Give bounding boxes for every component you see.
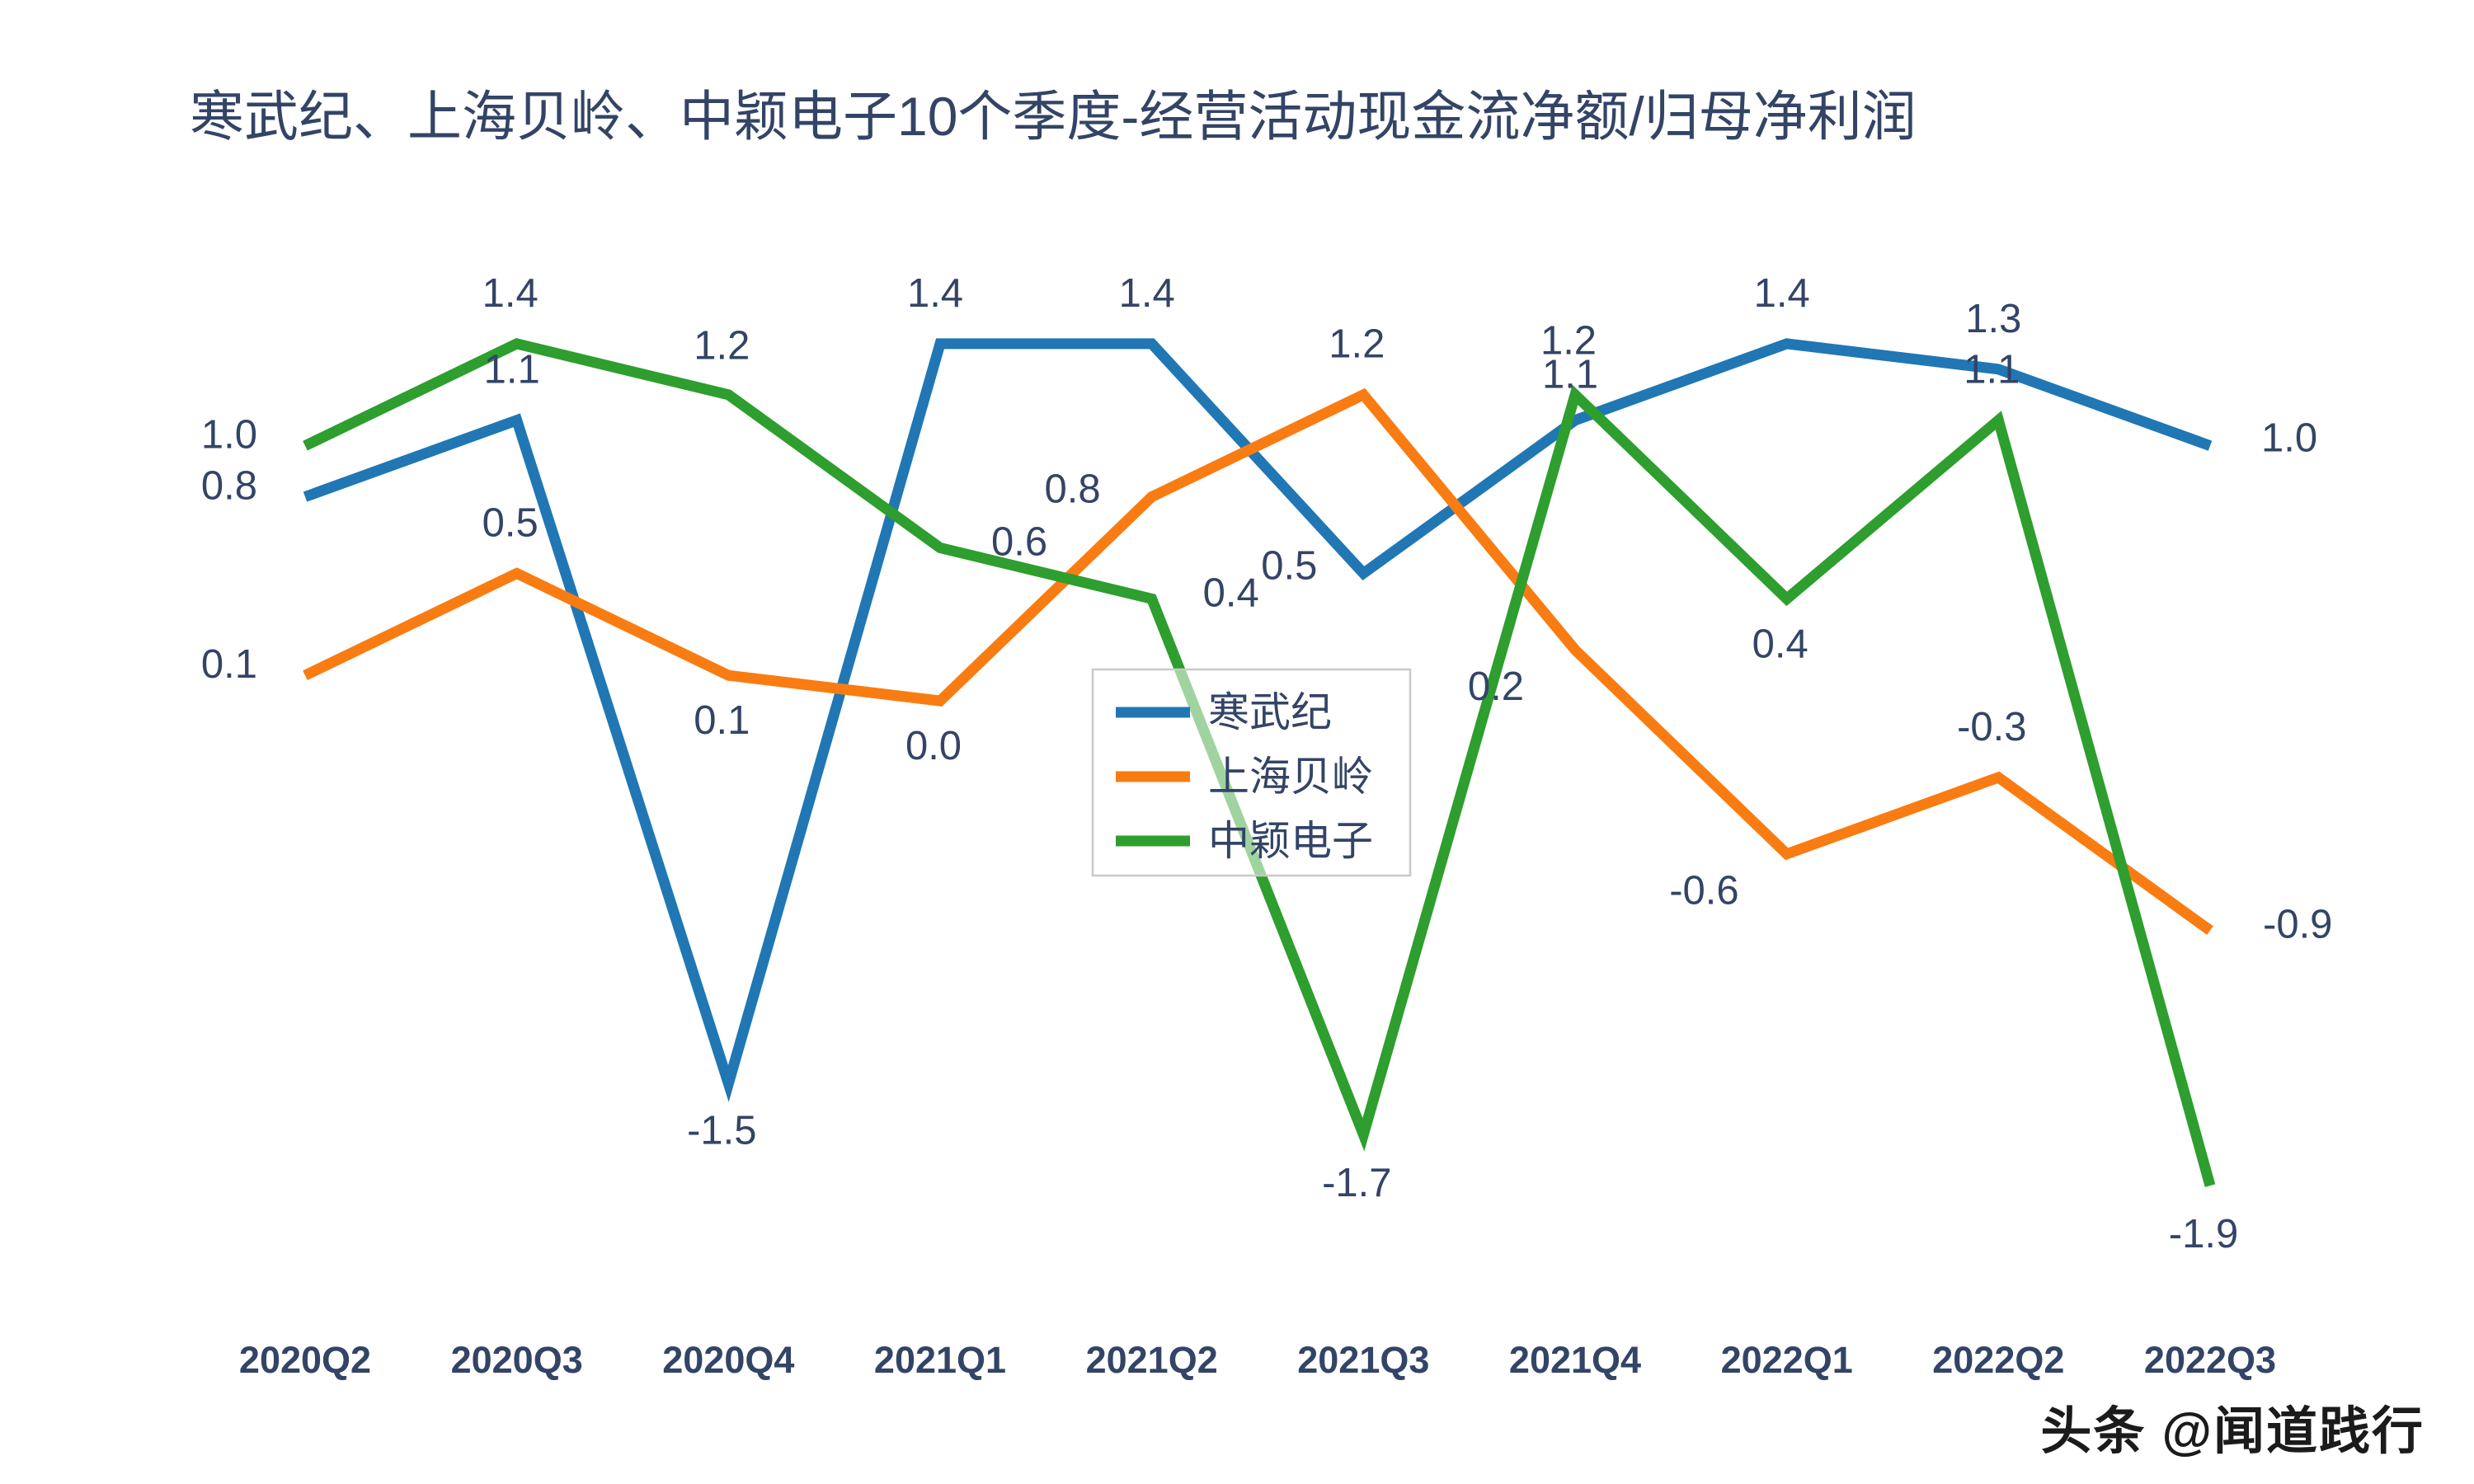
legend-label-寒武纪[interactable]: 寒武纪 [1208,689,1332,735]
x-axis-label: 2021Q2 [1086,1339,1218,1381]
data-label: -0.6 [1669,869,1738,913]
data-label: -1.5 [687,1108,756,1153]
data-label: -1.9 [2169,1212,2238,1256]
legend-label-中颖电子[interactable]: 中颖电子 [1208,818,1373,864]
data-label: 0.0 [905,724,962,768]
data-label: -0.9 [2263,903,2332,947]
data-label: 0.8 [201,464,257,509]
data-label: 0.5 [482,500,539,545]
data-label: 0.2 [1468,665,1524,709]
data-label: 1.0 [2261,416,2317,461]
data-label: 1.0 [201,413,257,458]
x-axis-label: 2020Q2 [239,1339,371,1381]
data-label: -0.3 [1957,705,2026,749]
x-axis-label: 2022Q3 [2144,1339,2276,1381]
data-label: 1.1 [484,348,540,392]
chart-title: 寒武纪、上海贝岭、中颖电子10个季度-经营活动现金流净额/归母净利润 [190,86,1917,147]
legend-label-上海贝岭[interactable]: 上海贝岭 [1208,754,1373,800]
x-axis-tick-labels: 2020Q2 2020Q3 2020Q4 2021Q1 2021Q2 2021Q3 2021… [239,1339,2276,1381]
data-label: 1.1 [1542,353,1598,397]
watermark: 头条 @闻道践行 [2040,1403,2425,1460]
x-axis-label: 2022Q1 [1721,1339,1853,1381]
data-label: 1.2 [694,324,750,369]
data-label: 1.3 [1965,297,2021,341]
series-line-寒武纪 [303,338,2213,1102]
x-axis-label: 2021Q1 [874,1339,1006,1381]
data-label: 0.1 [201,642,257,687]
data-label: -1.7 [1322,1161,1391,1205]
data-label: 0.6 [991,519,1047,564]
data-label-layer: 0.8 1.1 -1.5 1.4 1.4 0.5 1.1 1.4 1.3 1.0 0.1 0.5 0.1… [201,271,2333,1256]
data-label: 1.4 [482,271,539,316]
x-axis-label: 2022Q2 [1932,1339,2064,1381]
data-label: 1.4 [907,271,963,316]
series-line-上海贝岭 [303,387,2213,935]
x-axis-label: 2021Q4 [1509,1339,1641,1381]
data-label: 0.4 [1752,622,1808,666]
x-axis-label: 2020Q3 [451,1339,583,1381]
data-label: 0.4 [1203,571,1259,615]
x-axis-label: 2020Q4 [662,1339,794,1381]
data-label: 0.5 [1261,543,1317,588]
data-label: 1.4 [1119,271,1175,316]
data-label: 1.2 [1540,319,1597,364]
x-axis-label: 2021Q3 [1297,1339,1429,1381]
data-label: 1.1 [1964,348,2020,392]
data-label: 0.8 [1045,467,1101,512]
data-label: 0.1 [694,698,750,743]
data-label: 1.4 [1754,271,1810,316]
data-label: 1.2 [1329,322,1385,367]
